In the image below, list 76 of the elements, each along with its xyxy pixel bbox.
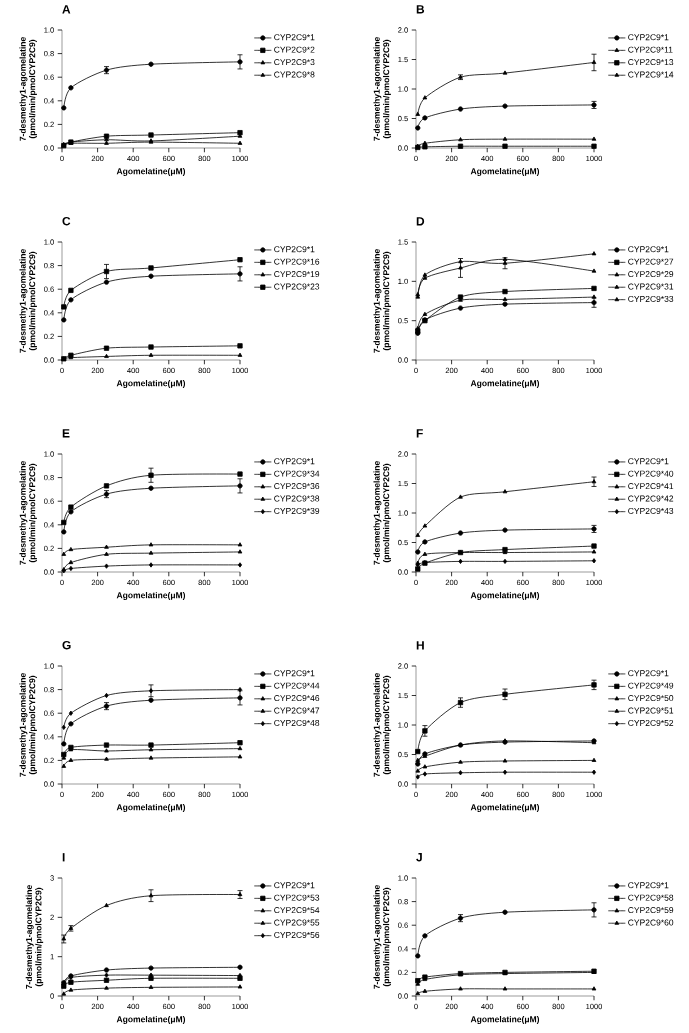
legend-label: CYP2C9*19: [274, 271, 320, 278]
legend-label: CYP2C9*14: [628, 71, 674, 78]
chart-title: G: [62, 640, 71, 650]
legend-label: CYP2C9*58: [628, 894, 674, 901]
legend-label: CYP2C9*1: [274, 458, 315, 465]
y-axis-title: 7-desmethy1-agomelatine (pmol/min/pmolCYP2C9): [19, 249, 37, 353]
chart-title: E: [62, 429, 70, 438]
x-axis-title: Agomelatine(μM): [470, 803, 540, 812]
legend-label: CYP2C9*38: [274, 495, 320, 502]
legend-label: CYP2C9*39: [274, 507, 320, 514]
legend-label: CYP2C9*27: [628, 258, 674, 265]
chart-title: C: [62, 216, 71, 226]
legend-label: CYP2C9*16: [274, 258, 320, 265]
y-axis-title: 7-desmethy1-agomelatine (pmol/min/pmolCYP2C9): [19, 37, 37, 141]
legend-label: CYP2C9*1: [628, 34, 669, 41]
legend-label: CYP2C9*29: [628, 271, 674, 278]
legend-label: CYP2C9*36: [274, 483, 320, 490]
legend-label: CYP2C9*46: [274, 695, 320, 702]
chart-title: H: [416, 641, 424, 650]
chart-title: I: [62, 853, 65, 862]
legend-label: CYP2C9*1: [628, 670, 669, 677]
legend-label: CYP2C9*3: [274, 59, 315, 66]
legend-label: CYP2C9*42: [628, 495, 674, 502]
legend-label: CYP2C9*1: [274, 34, 315, 41]
chart-title: D: [416, 217, 425, 226]
y-axis-title: 7-desmethy1-agomelatine (pmol/min/pmolCYP2C9): [25, 885, 44, 989]
x-axis-title: Agomelatine(μM): [116, 379, 186, 388]
legend-label: CYP2C9*13: [628, 59, 674, 66]
x-axis-title: Agomelatine(μM): [116, 1015, 186, 1024]
legend-label: CYP2C9*33: [628, 295, 674, 302]
legend-label: CYP2C9*23: [274, 283, 320, 290]
y-axis-title: 7-desmethy1-agomelatine (pmol/min/pmolCYP2C9): [373, 673, 391, 777]
x-axis-title: Agomelatine(μM): [470, 1015, 540, 1024]
legend-label: CYP2C9*1: [274, 670, 315, 677]
x-axis-title: Agomelatine(μM): [116, 167, 186, 176]
legend-label: CYP2C9*52: [628, 719, 674, 726]
chart-title: F: [416, 429, 423, 438]
legend-label: CYP2C9*56: [274, 931, 320, 938]
legend-label: CYP2C9*47: [274, 707, 320, 714]
legend-label: CYP2C9*1: [628, 246, 669, 253]
legend-label: CYP2C9*1: [628, 882, 669, 889]
legend-label: CYP2C9*44: [274, 682, 320, 689]
legend-label: CYP2C9*50: [628, 695, 674, 702]
legend-label: CYP2C9*1: [628, 458, 669, 465]
legend-label: CYP2C9*11: [628, 46, 673, 53]
legend-label: CYP2C9*49: [628, 682, 674, 689]
legend-label: CYP2C9*8: [274, 71, 315, 78]
x-axis-title: Agomelatine(μM): [470, 591, 540, 600]
y-axis-title: 7-desmethy1-agomelatine (pmol/min/pmolCYP2C9): [373, 461, 391, 565]
legend-label: CYP2C9*54: [274, 907, 320, 914]
legend-label: CYP2C9*51: [628, 707, 674, 714]
y-axis-title: 7-desmethy1-agomelatine (pmol/min/pmolCYP2C9): [19, 461, 37, 565]
legend-label: CYP2C9*34: [274, 470, 320, 477]
x-axis-title: Agomelatine(μM): [116, 591, 186, 600]
legend-label: CYP2C9*31: [628, 283, 674, 290]
legend-label: CYP2C9*60: [628, 919, 674, 926]
legend-label: CYP2C9*40: [628, 470, 674, 477]
legend-label: CYP2C9*43: [628, 507, 674, 514]
y-axis-title: 7-desmethy1-agomelatine (pmol/min/pmolCYP2C9): [373, 37, 391, 141]
x-axis-title: Agomelatine(μM): [116, 803, 186, 812]
chart-title: J: [416, 853, 422, 862]
y-axis-title: 7-desmethy1-agomelatine (pmol/min/pmolCYP2C9): [19, 673, 37, 777]
legend-label: CYP2C9*55: [274, 919, 320, 926]
legend-label: CYP2C9*48: [274, 719, 320, 726]
chart-title: A: [62, 5, 71, 14]
chart-title: B: [416, 5, 425, 14]
legend-label: CYP2C9*1: [274, 882, 315, 889]
legend-label: CYP2C9*41: [628, 483, 674, 490]
legend-label: CYP2C9*1: [274, 246, 315, 253]
y-axis-title: 7-desmethy1-agomelatine (pmol/min/pmolCYP2C9): [373, 249, 391, 353]
x-axis-title: Agomelatine(μM): [470, 379, 540, 388]
x-axis-title: Agomelatine(μM): [470, 167, 540, 176]
legend-label: CYP2C9*2: [274, 46, 315, 53]
legend-label: CYP2C9*53: [274, 894, 320, 901]
legend-label: CYP2C9*59: [628, 907, 674, 914]
y-axis-title: 7-desmethy1-agomelatine (pmol/min/pmolCYP2C9): [373, 885, 391, 989]
